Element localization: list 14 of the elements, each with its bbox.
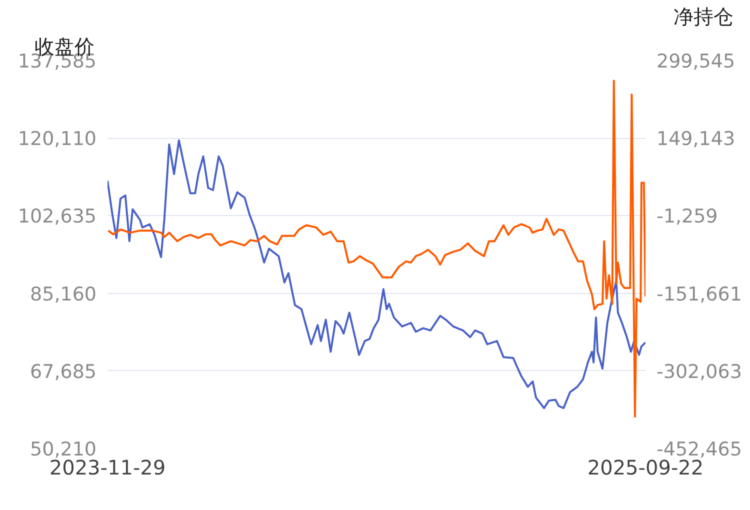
y-tick-label: 85,160 [30,283,97,306]
y-tick-label: 120,110 [18,128,97,150]
line-series [108,139,646,410]
y2-tick-label: -1,259 [656,206,718,228]
y2-tick-label: -151,661 [656,283,742,306]
y2-axis-title: 净持仓 [674,4,734,28]
y-tick-label: 50,210 [30,438,97,460]
y2-tick-label: -452,465 [656,438,742,460]
line-series [108,80,646,418]
y-tick-label: 67,685 [30,360,97,383]
y2-tick-label: -302,063 [656,360,742,383]
y-tick-label: 102,635 [18,206,97,228]
y2-tick-label: 149,143 [656,128,736,150]
y2-tick-label: 299,545 [656,50,736,72]
